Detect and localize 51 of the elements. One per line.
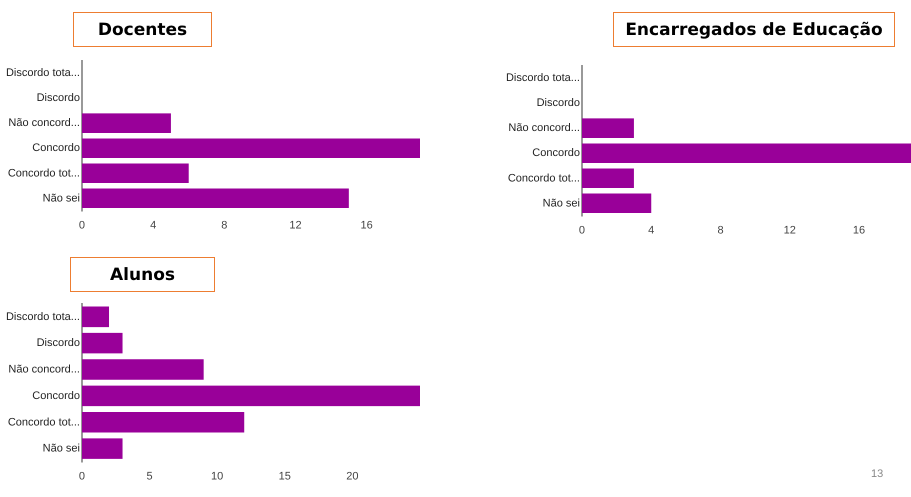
x-tick-label: 12 [784,224,796,236]
y-tick-label: Discordo tota... [6,67,80,80]
bar [82,188,349,208]
bar [82,438,123,459]
chart-title: Alunos [70,257,215,292]
x-tick-label: 16 [360,219,373,232]
bar [82,412,244,433]
chart-title: Docentes [73,12,212,47]
bar [82,359,204,380]
bar [582,118,634,138]
bar [82,332,123,354]
bar [582,143,911,163]
x-tick-label: 0 [78,219,86,232]
y-tick-label: Concordo tot... [8,167,80,180]
bar [82,163,189,184]
y-tick-label: Discordo tota... [506,72,580,84]
bar [582,168,634,188]
y-tick-label: Discordo [536,97,580,110]
chart-title: Encarregados de Educação [613,12,895,47]
y-tick-label: Concordo tot... [8,416,80,428]
x-tick-label: 16 [852,224,866,236]
x-tick-label: 8 [221,219,228,232]
y-tick-label: Não concord... [8,117,80,130]
x-tick-label: 4 [648,224,654,236]
y-tick-label: Concordo [532,147,580,160]
x-tick-label: 20 [346,470,359,482]
y-tick-label: Concordo [32,390,80,402]
bar [82,386,420,406]
x-tick-label: 12 [289,219,302,232]
x-tick-label: 5 [146,470,153,482]
y-tick-label: Não sei [542,197,580,210]
bar [82,113,171,133]
text: 13 [871,468,884,480]
y-tick-label: Não concord... [508,122,580,134]
x-tick-label: 10 [211,470,224,482]
y-tick-label: Concordo tot... [508,172,580,184]
x-tick-label: 0 [78,470,86,482]
x-tick-label: 4 [150,219,156,232]
bar [82,138,420,158]
y-tick-label: Concordo [32,142,80,154]
y-tick-label: Não sei [42,442,80,455]
x-tick-label: 8 [717,224,724,236]
y-tick-label: Não concord... [8,364,80,376]
y-tick-label: Discordo [36,337,80,350]
bar [582,194,652,214]
bar [82,306,110,328]
y-tick-label: Discordo tota... [6,310,80,323]
y-tick-label: Não sei [42,192,80,204]
y-tick-label: Discordo [36,92,80,104]
x-tick-label: 0 [578,224,586,236]
x-tick-label: 15 [278,470,291,482]
